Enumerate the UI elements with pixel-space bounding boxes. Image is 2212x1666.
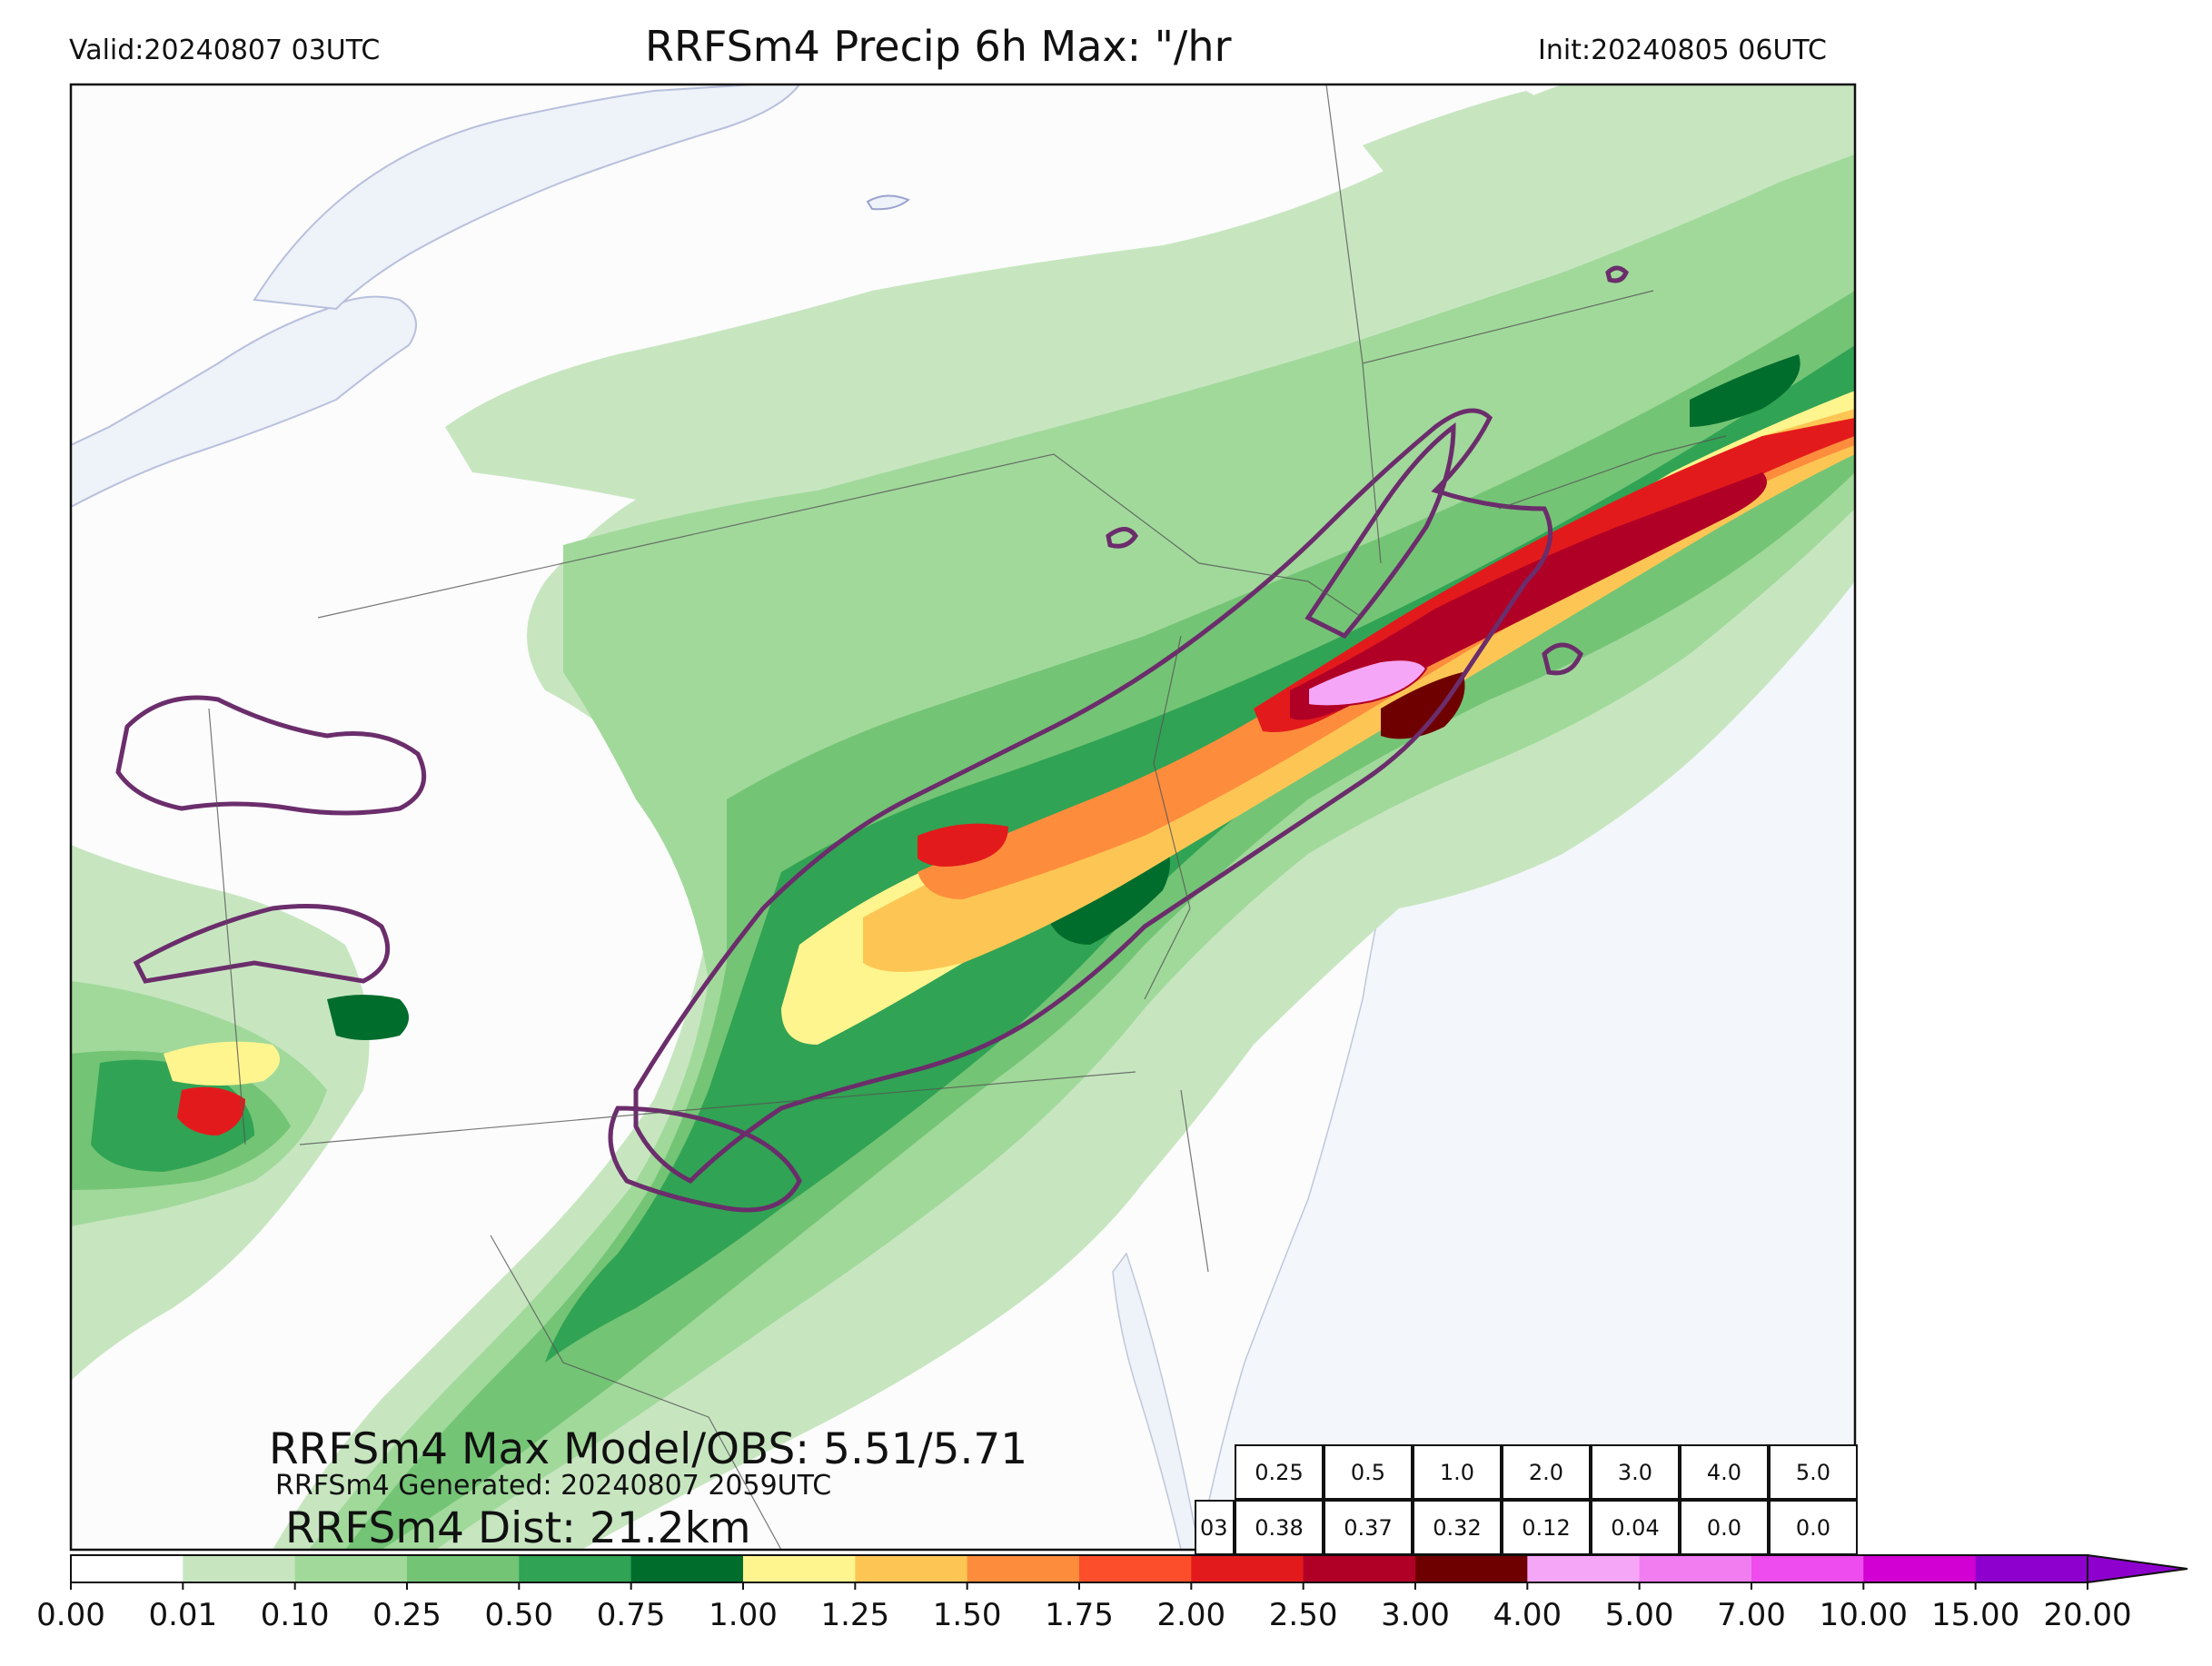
stats-threshold: 3.0 bbox=[1591, 1444, 1680, 1500]
obs-contour-ne-b bbox=[1542, 642, 1583, 676]
valid-time: Valid:20240807 03UTC bbox=[69, 35, 381, 66]
lake-champlain bbox=[866, 194, 910, 211]
colorbar-swatch bbox=[183, 1555, 296, 1582]
stats-value: 0.32 bbox=[1413, 1500, 1502, 1555]
colorbar-tick-label: 0.50 bbox=[484, 1597, 554, 1633]
map-frame bbox=[69, 83, 1857, 1552]
stats-threshold: 0.25 bbox=[1235, 1444, 1324, 1500]
colorbar-swatch bbox=[743, 1555, 856, 1582]
colorbar-swatch bbox=[407, 1555, 520, 1582]
colorbar-tick-label: 0.01 bbox=[148, 1597, 218, 1633]
stats-value: 0.04 bbox=[1591, 1500, 1680, 1555]
colorbar-swatch bbox=[1303, 1555, 1416, 1582]
border-ny-pa bbox=[317, 453, 1364, 619]
colorbar-tick-label: 7.00 bbox=[1717, 1597, 1786, 1633]
obs-contour-south bbox=[608, 1106, 802, 1213]
colorbar bbox=[70, 1553, 2188, 1590]
border-nh-ma bbox=[1362, 290, 1654, 364]
colorbar-tick-label: 1.25 bbox=[820, 1597, 890, 1633]
lake-huron-georgian bbox=[253, 84, 801, 311]
precip-pink-max bbox=[1307, 659, 1428, 708]
stats-row-label: 03 bbox=[1195, 1500, 1235, 1555]
colorbar-swatch bbox=[1975, 1555, 2088, 1582]
colorbar-swatch bbox=[294, 1555, 408, 1582]
colorbar-swatch bbox=[967, 1555, 1080, 1582]
colorbar-tick-label: 2.00 bbox=[1156, 1597, 1226, 1633]
obs-contours bbox=[115, 265, 1629, 1213]
colorbar-tick-label: 20.00 bbox=[2043, 1597, 2132, 1633]
obs-contour-west bbox=[115, 695, 427, 816]
init-time: Init:20240805 06UTC bbox=[1538, 35, 1827, 66]
colorbar-swatch bbox=[1415, 1555, 1528, 1582]
stats-table: 0.25 0.5 1.0 2.0 3.0 4.0 5.0 03 0.38 0.37 0.32 0.12… bbox=[1195, 1444, 1858, 1555]
colorbar-tick-label: 10.00 bbox=[1819, 1597, 1908, 1633]
lake-ontario bbox=[71, 295, 417, 509]
chesapeake-bay bbox=[1112, 1252, 1200, 1550]
colorbar-swatch bbox=[630, 1555, 744, 1582]
max-model-obs: RRFSm4 Max Model/OBS: 5.51/5.71 bbox=[269, 1424, 1028, 1474]
colorbar-tick-label: 1.50 bbox=[932, 1597, 1002, 1633]
obs-contour-ne-a bbox=[1304, 421, 1456, 640]
precip-darkred-core bbox=[1290, 472, 1767, 720]
precip-red-west bbox=[177, 1086, 245, 1135]
colorbar-tick-label: 1.75 bbox=[1045, 1597, 1114, 1633]
state-borders bbox=[208, 84, 1727, 1550]
precip-maroon-core bbox=[1381, 672, 1465, 739]
precip-yellow-west bbox=[164, 1041, 280, 1086]
colorbar-swatch bbox=[1079, 1555, 1192, 1582]
stats-value: 0.37 bbox=[1324, 1500, 1413, 1555]
obs-contour-southwest bbox=[133, 904, 391, 984]
border-pa-md bbox=[299, 1071, 1136, 1145]
stats-value: 0.0 bbox=[1769, 1500, 1858, 1555]
colorbar-swatch bbox=[1191, 1555, 1304, 1582]
border-nj-pa bbox=[1144, 635, 1191, 1000]
stats-threshold: 5.0 bbox=[1769, 1444, 1858, 1500]
colorbar-extend-arrow bbox=[2087, 1553, 2188, 1584]
stats-value: 0.12 bbox=[1502, 1500, 1591, 1555]
colorbar-swatch bbox=[1751, 1555, 1864, 1582]
precip-darkestgreen-3 bbox=[1690, 354, 1800, 427]
colorbar-tick-label: 4.00 bbox=[1493, 1597, 1562, 1633]
colorbar-swatch bbox=[1863, 1555, 1977, 1582]
stats-value: 0.38 bbox=[1235, 1500, 1324, 1555]
stats-threshold: 0.5 bbox=[1324, 1444, 1413, 1500]
border-de-md bbox=[1180, 1089, 1209, 1273]
colorbar-swatch bbox=[71, 1555, 184, 1582]
colorbar-tick-label: 0.10 bbox=[260, 1597, 330, 1633]
colorbar-swatch bbox=[1527, 1555, 1641, 1582]
obs-contour-main bbox=[633, 408, 1553, 1185]
colorbar-swatch bbox=[519, 1555, 632, 1582]
colorbar-tick-label: 0.00 bbox=[36, 1597, 105, 1633]
generated-time: RRFSm4 Generated: 20240807 2059UTC bbox=[275, 1470, 832, 1502]
border-oh-pa bbox=[208, 708, 246, 1145]
stats-threshold: 2.0 bbox=[1502, 1444, 1591, 1500]
colorbar-tick-label: 5.00 bbox=[1604, 1597, 1674, 1633]
stats-value: 0.0 bbox=[1680, 1500, 1769, 1555]
border-ct-ri bbox=[1498, 435, 1727, 510]
precip-red-sw bbox=[918, 823, 1008, 867]
colorbar-tick-label: 1.00 bbox=[709, 1597, 778, 1633]
precip-light-ne bbox=[1363, 91, 1551, 191]
colorbar-swatch bbox=[855, 1555, 968, 1582]
obs-contour-ne-d bbox=[1106, 527, 1139, 549]
precip-darkestgreen-2 bbox=[327, 995, 409, 1040]
colorbar-tick-label: 0.75 bbox=[596, 1597, 666, 1633]
colorbar-tick-label: 0.25 bbox=[372, 1597, 441, 1633]
obs-contour-ne-c bbox=[1605, 265, 1629, 283]
stats-threshold: 1.0 bbox=[1413, 1444, 1502, 1500]
distance: RRFSm4 Dist: 21.2km bbox=[285, 1503, 751, 1553]
colorbar-tick-label: 2.50 bbox=[1268, 1597, 1338, 1633]
colorbar-tick-label: 15.00 bbox=[1930, 1597, 2020, 1633]
colorbar-swatch bbox=[1639, 1555, 1752, 1582]
map-layers bbox=[71, 84, 1855, 1550]
chart-title: RRFSm4 Precip 6h Max: "/hr bbox=[645, 22, 1232, 71]
border-wv-va bbox=[490, 1235, 782, 1550]
colorbar-tick-label: 3.00 bbox=[1381, 1597, 1450, 1633]
stats-threshold: 4.0 bbox=[1680, 1444, 1769, 1500]
